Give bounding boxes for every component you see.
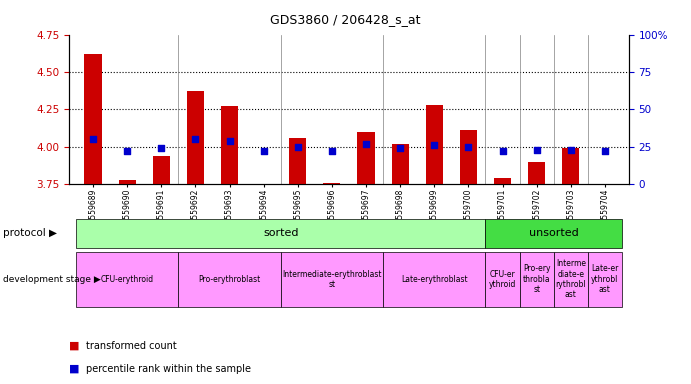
Point	[497, 148, 508, 154]
Point	[190, 136, 201, 142]
Bar	[84, 54, 102, 184]
Point	[463, 144, 474, 150]
Text: protocol ▶: protocol ▶	[3, 228, 57, 238]
Bar	[494, 178, 511, 184]
Point	[428, 142, 439, 149]
Point	[224, 138, 235, 144]
Text: Late-er
ythrobl
ast: Late-er ythrobl ast	[591, 265, 618, 294]
Bar	[187, 91, 204, 184]
Point	[361, 141, 372, 147]
Text: unsorted: unsorted	[529, 228, 578, 238]
Text: CFU-erythroid: CFU-erythroid	[101, 275, 153, 284]
Point	[599, 148, 610, 154]
Text: transformed count: transformed count	[86, 341, 177, 351]
Bar	[562, 148, 579, 184]
Bar	[290, 138, 306, 184]
Point	[258, 148, 269, 154]
Text: sorted: sorted	[263, 228, 299, 238]
Bar	[392, 144, 408, 184]
Text: percentile rank within the sample: percentile rank within the sample	[86, 364, 252, 374]
Bar	[528, 162, 545, 184]
Point	[292, 144, 303, 150]
Point	[155, 145, 167, 151]
Bar	[426, 105, 443, 184]
Bar	[221, 106, 238, 184]
Bar	[153, 156, 170, 184]
Text: ■: ■	[69, 364, 79, 374]
Point	[122, 148, 133, 154]
Text: Pro-ery
throbla
st: Pro-ery throbla st	[523, 265, 551, 294]
Point	[565, 147, 576, 153]
Text: Late-erythroblast: Late-erythroblast	[401, 275, 468, 284]
Point	[326, 148, 337, 154]
Text: CFU-er
ythroid: CFU-er ythroid	[489, 270, 516, 289]
Text: Intermediate-erythroblast
st: Intermediate-erythroblast st	[282, 270, 381, 289]
Text: GDS3860 / 206428_s_at: GDS3860 / 206428_s_at	[270, 13, 421, 26]
Bar	[119, 180, 135, 184]
Text: development stage ▶: development stage ▶	[3, 275, 101, 284]
Text: Pro-erythroblast: Pro-erythroblast	[198, 275, 261, 284]
Point	[395, 145, 406, 151]
Point	[531, 147, 542, 153]
Text: Interme
diate-e
rythrobl
ast: Interme diate-e rythrobl ast	[556, 259, 586, 300]
Bar	[357, 132, 375, 184]
Bar	[460, 131, 477, 184]
Text: ■: ■	[69, 341, 79, 351]
Bar	[323, 183, 341, 184]
Point	[88, 136, 99, 142]
